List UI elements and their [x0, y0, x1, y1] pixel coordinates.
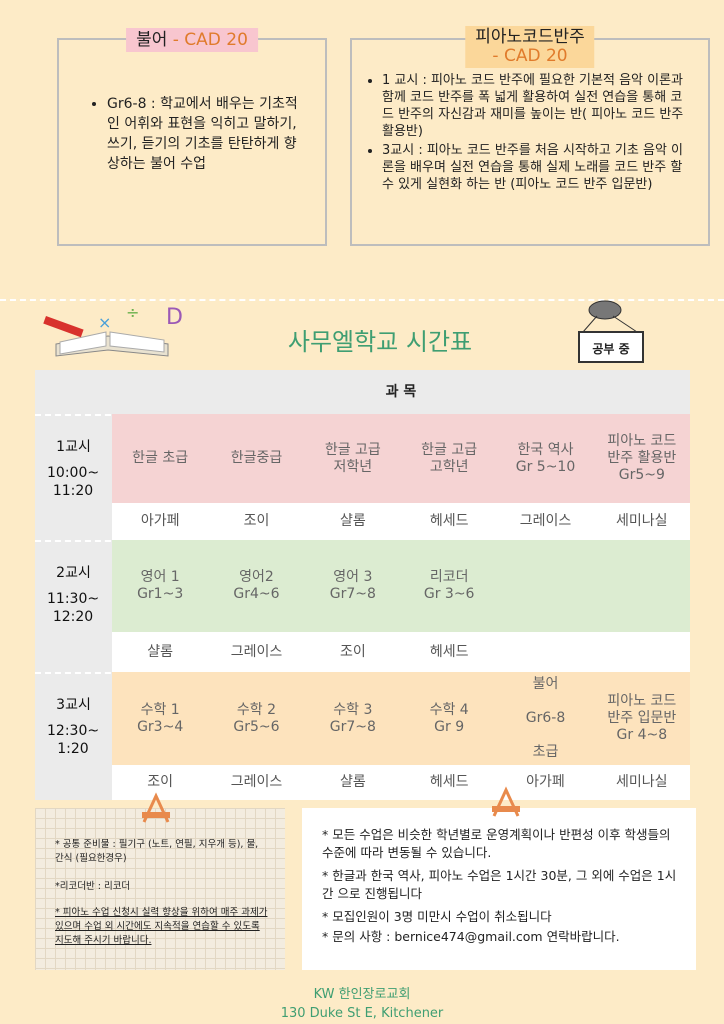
class: 수학 1 Gr3~4	[137, 701, 184, 735]
class: 수학 2 Gr5~6	[233, 701, 280, 735]
item: 3교시 : 피아노 코드 반주를 처음 시작하고 기초 음악 이론을 배우며 실…	[382, 142, 694, 193]
teacher: 조이	[339, 643, 366, 660]
period-name: 1교시	[56, 439, 91, 455]
header-bg	[35, 370, 690, 414]
clip	[492, 786, 520, 817]
church: KW 한인장로교회	[313, 987, 411, 1002]
class: 수학 3 Gr7~8	[329, 701, 376, 735]
timetable-title: 사무엘학교 시간표	[287, 328, 473, 356]
book-icon: × ÷ D	[43, 303, 183, 357]
teacher-bg	[112, 632, 690, 672]
teacher: 그레이스	[230, 774, 283, 790]
title: 불어	[136, 30, 168, 50]
title-suffix: - CAD 20	[492, 46, 568, 66]
period-time: 11:30~ 12:20	[47, 591, 100, 625]
class: 영어 1 Gr1~3	[137, 569, 184, 602]
teacher: 아가페	[140, 513, 180, 529]
class: 한글 초급	[132, 450, 189, 466]
class: 한글중급	[230, 450, 283, 466]
teacher: 헤세드	[429, 774, 469, 790]
teacher: 조이	[243, 513, 270, 529]
sign-icon	[578, 300, 644, 363]
teacher: 조이	[147, 774, 174, 790]
french-box: 불어 - CAD 20 Gr6-8 : 학교에서 배우는 기초적인 어휘와 표현…	[57, 28, 327, 246]
teacher-bg	[112, 765, 690, 800]
teacher: 헤세드	[429, 513, 469, 529]
item: 1 교시 : 피아노 코드 반주에 필요한 기본적 음악 이론과 함께 코드 반…	[382, 72, 694, 140]
period-name: 3교시	[56, 697, 91, 713]
notes-left: * 공통 준비물 : 필기구 (노트, 연필, 지우개 등), 물, 간식 (필…	[35, 808, 285, 970]
class: 피아노 코드 반주 입문반 Gr 4~8	[607, 693, 677, 743]
note: * 모집인원이 3명 미만시 수업이 취소됩니다	[322, 909, 552, 924]
svg-text:÷: ÷	[126, 303, 139, 322]
svg-text:D: D	[166, 305, 183, 330]
sign-text: 공부 중	[592, 342, 630, 356]
period-bg	[112, 540, 690, 632]
class: 영어 3 Gr7~8	[329, 569, 376, 602]
period-time: 10:00~ 11:20	[47, 465, 100, 499]
teacher: 그레이스	[230, 643, 283, 660]
clip	[142, 792, 170, 823]
left-col	[35, 414, 112, 800]
teacher: 그레이스	[519, 513, 572, 529]
note: * 모든 수업은 비슷한 학년별로 운영계획이나 반편성 이후 학생들의 수준에…	[322, 827, 671, 860]
svg-text:×: ×	[98, 313, 111, 332]
class: 불어 Gr6-8 초급	[525, 676, 566, 760]
teacher: 샬롬	[339, 513, 366, 529]
teacher: 아가페	[526, 774, 565, 790]
teacher: 세미나실	[616, 513, 668, 529]
period-bg	[112, 414, 690, 503]
note: *리코더반 : 리코더	[55, 881, 131, 892]
divider	[0, 299, 724, 301]
note: * 피아노 수업 신청시 실력 향상을 위하여 매주 과제가 있으며 수업 외 …	[55, 907, 268, 946]
class: 한국 역사 Gr 5~10	[515, 441, 576, 475]
teacher: 세미나실	[616, 774, 668, 790]
note: * 한글과 한국 역사, 피아노 수업은 1시간 30분, 그 외에 수업은 1…	[322, 868, 677, 901]
piano-list: 1 교시 : 피아노 코드 반주에 필요한 기본적 음악 이론과 함께 코드 반…	[352, 72, 708, 193]
title-suffix: - CAD 20	[172, 30, 248, 50]
title: 피아노코드반주	[475, 27, 585, 47]
teacher: 샬롬	[147, 643, 174, 660]
item: Gr6-8 : 학교에서 배우는 기초적인 어휘와 표현을 익히고 말하기, 쓰…	[107, 94, 303, 174]
notes-right: * 모든 수업은 비슷한 학년별로 운영계획이나 반편성 이후 학생들의 수준에…	[302, 808, 696, 970]
class: 피아노 코드 반주 활용반 Gr5~9	[607, 433, 677, 483]
teacher: 헤세드	[429, 643, 469, 660]
class: 영어2 Gr4~6	[233, 569, 280, 602]
period-bg	[112, 672, 690, 765]
class: 한글 고급 고학년	[421, 441, 478, 475]
timetable: 과 목 1교시 10:00~ 11:20 한글 초급 한글중급 한글 고급 저학년 한글 고…	[35, 370, 690, 800]
class: 리코더 Gr 3~6	[423, 569, 475, 602]
period-time: 12:30~ 1:20	[47, 723, 100, 757]
class: 수학 4 Gr 9	[429, 701, 469, 735]
french-title: 불어 - CAD 20	[126, 28, 258, 52]
note: * 공통 준비물 : 필기구 (노트, 연필, 지우개 등), 물, 간식 (필…	[55, 839, 259, 864]
header: 과 목	[385, 384, 417, 400]
period-name: 2교시	[56, 565, 91, 581]
footer: KW 한인장로교회 130 Duke St E, Kitchener	[0, 985, 724, 1023]
piano-box: 피아노코드반주- CAD 20 1 교시 : 피아노 코드 반주에 필요한 기본…	[350, 26, 710, 246]
class: 한글 고급 저학년	[324, 441, 381, 475]
teacher: 샬롬	[339, 774, 366, 790]
note: * 문의 사항 : bernice474@gmail.com 연락바랍니다.	[322, 929, 620, 944]
teacher-bg	[112, 503, 690, 540]
piano-title: 피아노코드반주 - CAD 20	[465, 26, 595, 68]
french-list: Gr6-8 : 학교에서 배우는 기초적인 어휘와 표현을 익히고 말하기, 쓰…	[59, 94, 325, 174]
address: 130 Duke St E, Kitchener	[280, 1006, 444, 1021]
